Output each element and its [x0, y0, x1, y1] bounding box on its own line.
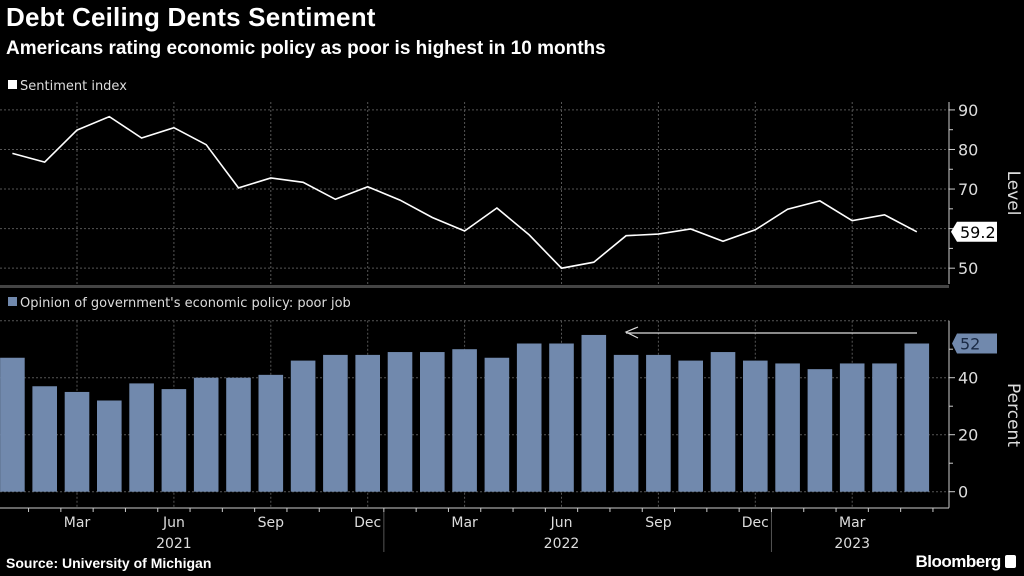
top-y-tick-label: 50 [958, 259, 978, 278]
poor-job-bar [839, 363, 865, 492]
bottom-y-tick-label: 20 [958, 426, 978, 445]
bottom-y-axis-label: Percent [1003, 383, 1023, 447]
poor-job-last-value-callout [952, 333, 997, 354]
legend-label-sentiment: Sentiment index [20, 79, 127, 94]
x-month-label: Sep [645, 515, 672, 531]
poor-job-bar [97, 400, 122, 492]
poor-job-bar [258, 374, 284, 492]
poor-job-bar [710, 352, 736, 492]
poor-job-bar [646, 354, 671, 492]
sentiment-last-value-callout [951, 221, 997, 242]
poor-job-bar [613, 354, 639, 492]
bottom-y-tick-label: 0 [958, 483, 968, 502]
legend-swatch-poor-job [8, 297, 17, 306]
poor-job-bar [484, 357, 510, 492]
chart-subtitle: Americans rating economic policy as poor… [6, 38, 606, 59]
poor-job-bar [193, 377, 219, 492]
top-y-tick-label: 70 [958, 180, 978, 199]
poor-job-bar [64, 391, 90, 492]
poor-job-bar [32, 386, 57, 492]
poor-job-bar [872, 363, 897, 492]
poor-job-bar [549, 343, 574, 492]
poor-job-bar [323, 354, 348, 492]
x-month-label: Mar [451, 515, 478, 531]
x-month-label: Mar [839, 515, 866, 531]
poor-job-last-value-label: 52 [960, 335, 980, 354]
poor-job-bar [775, 363, 800, 492]
top-y-tick-label: 80 [958, 140, 978, 159]
bottom-y-tick-label: 40 [958, 369, 978, 388]
poor-job-bar [904, 343, 930, 492]
source-note: Source: University of Michigan [6, 555, 212, 571]
x-month-label: Mar [64, 515, 91, 531]
chart-title: Debt Ceiling Dents Sentiment [6, 2, 376, 32]
x-year-label: 2022 [544, 536, 580, 552]
bloomberg-mark-icon [1005, 555, 1016, 568]
x-year-label: 2023 [834, 536, 870, 552]
annotation-arrow-head [624, 326, 639, 339]
x-month-label: Jun [550, 515, 573, 531]
poor-job-bar [129, 383, 154, 492]
poor-job-bar [581, 334, 607, 492]
poor-job-bar [743, 360, 768, 492]
x-month-label: Sep [258, 515, 285, 531]
panel-separator [0, 285, 949, 288]
top-y-tick-label: 90 [958, 101, 978, 120]
bloomberg-logo: Bloomberg [916, 552, 1016, 572]
poor-job-bar [290, 360, 316, 492]
poor-job-bar [0, 357, 25, 492]
poor-job-bar [387, 352, 413, 492]
poor-job-bar [678, 360, 703, 492]
sentiment-last-value-label: 59.2 [960, 223, 996, 242]
poor-job-bar [452, 349, 477, 492]
x-month-label: Dec [354, 515, 381, 531]
x-month-label: Jun [162, 515, 185, 531]
poor-job-bar [516, 343, 542, 492]
poor-job-bar [355, 354, 380, 492]
poor-job-bar [161, 389, 187, 492]
x-year-label: 2021 [156, 536, 192, 552]
poor-job-bar [226, 377, 251, 492]
legend-swatch-sentiment [8, 80, 17, 89]
top-y-axis-label: Level [1003, 171, 1023, 216]
poor-job-bar [807, 369, 833, 492]
poor-job-bar [420, 352, 445, 492]
brand-text: Bloomberg [915, 552, 1002, 571]
legend-label-poor-job: Opinion of government's economic policy:… [20, 296, 351, 311]
x-month-label: Dec [742, 515, 769, 531]
